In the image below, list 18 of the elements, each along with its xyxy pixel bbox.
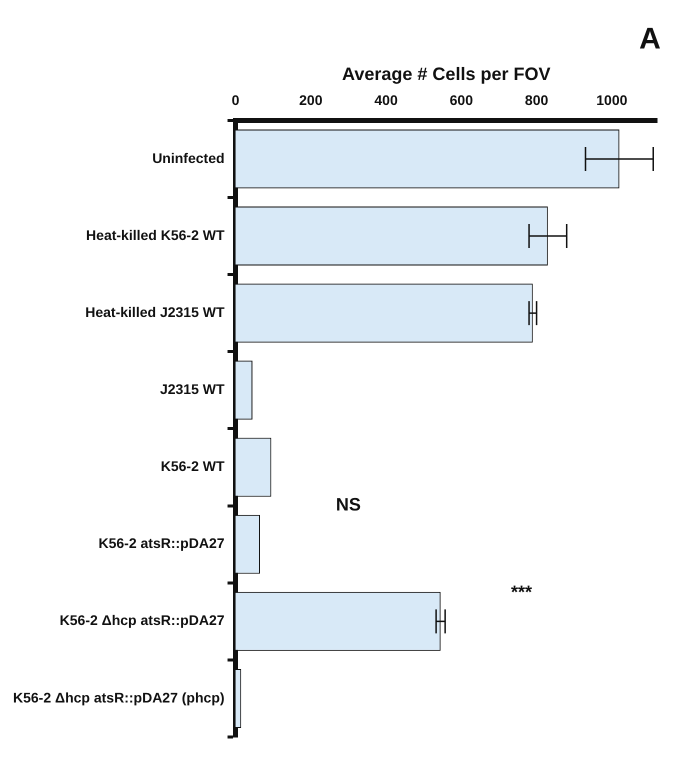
x-tick-label: 1000 (596, 92, 628, 108)
x-tick-label: 600 (450, 92, 474, 108)
y-tick-label: J2315 WT (160, 381, 225, 398)
y-tick-label: K56-2 Δhcp atsR::pDA27 (60, 612, 225, 628)
y-tick-label: Heat-killed K56-2 WT (86, 226, 225, 243)
x-tick-label: 200 (299, 92, 323, 108)
annotation: *** (511, 582, 532, 602)
y-tick-label: K56-2 WT (160, 458, 225, 474)
y-tick-label: Uninfected (152, 150, 225, 166)
x-tick-label: 800 (524, 92, 548, 108)
y-tick-label: Heat-killed J2315 WT (85, 304, 225, 320)
y-tick-label: K56-2 atsR::pDA27 (98, 535, 225, 552)
x-tick-label: 0 (232, 92, 240, 108)
x-tick-label: 400 (374, 92, 398, 108)
annotation: NS (336, 494, 361, 515)
text: A (639, 22, 661, 56)
y-tick-label: K56-2 Δhcp atsR::pDA27 (phcp) (13, 689, 225, 706)
x-axis-title: Average # Cells per FOV (342, 64, 550, 84)
